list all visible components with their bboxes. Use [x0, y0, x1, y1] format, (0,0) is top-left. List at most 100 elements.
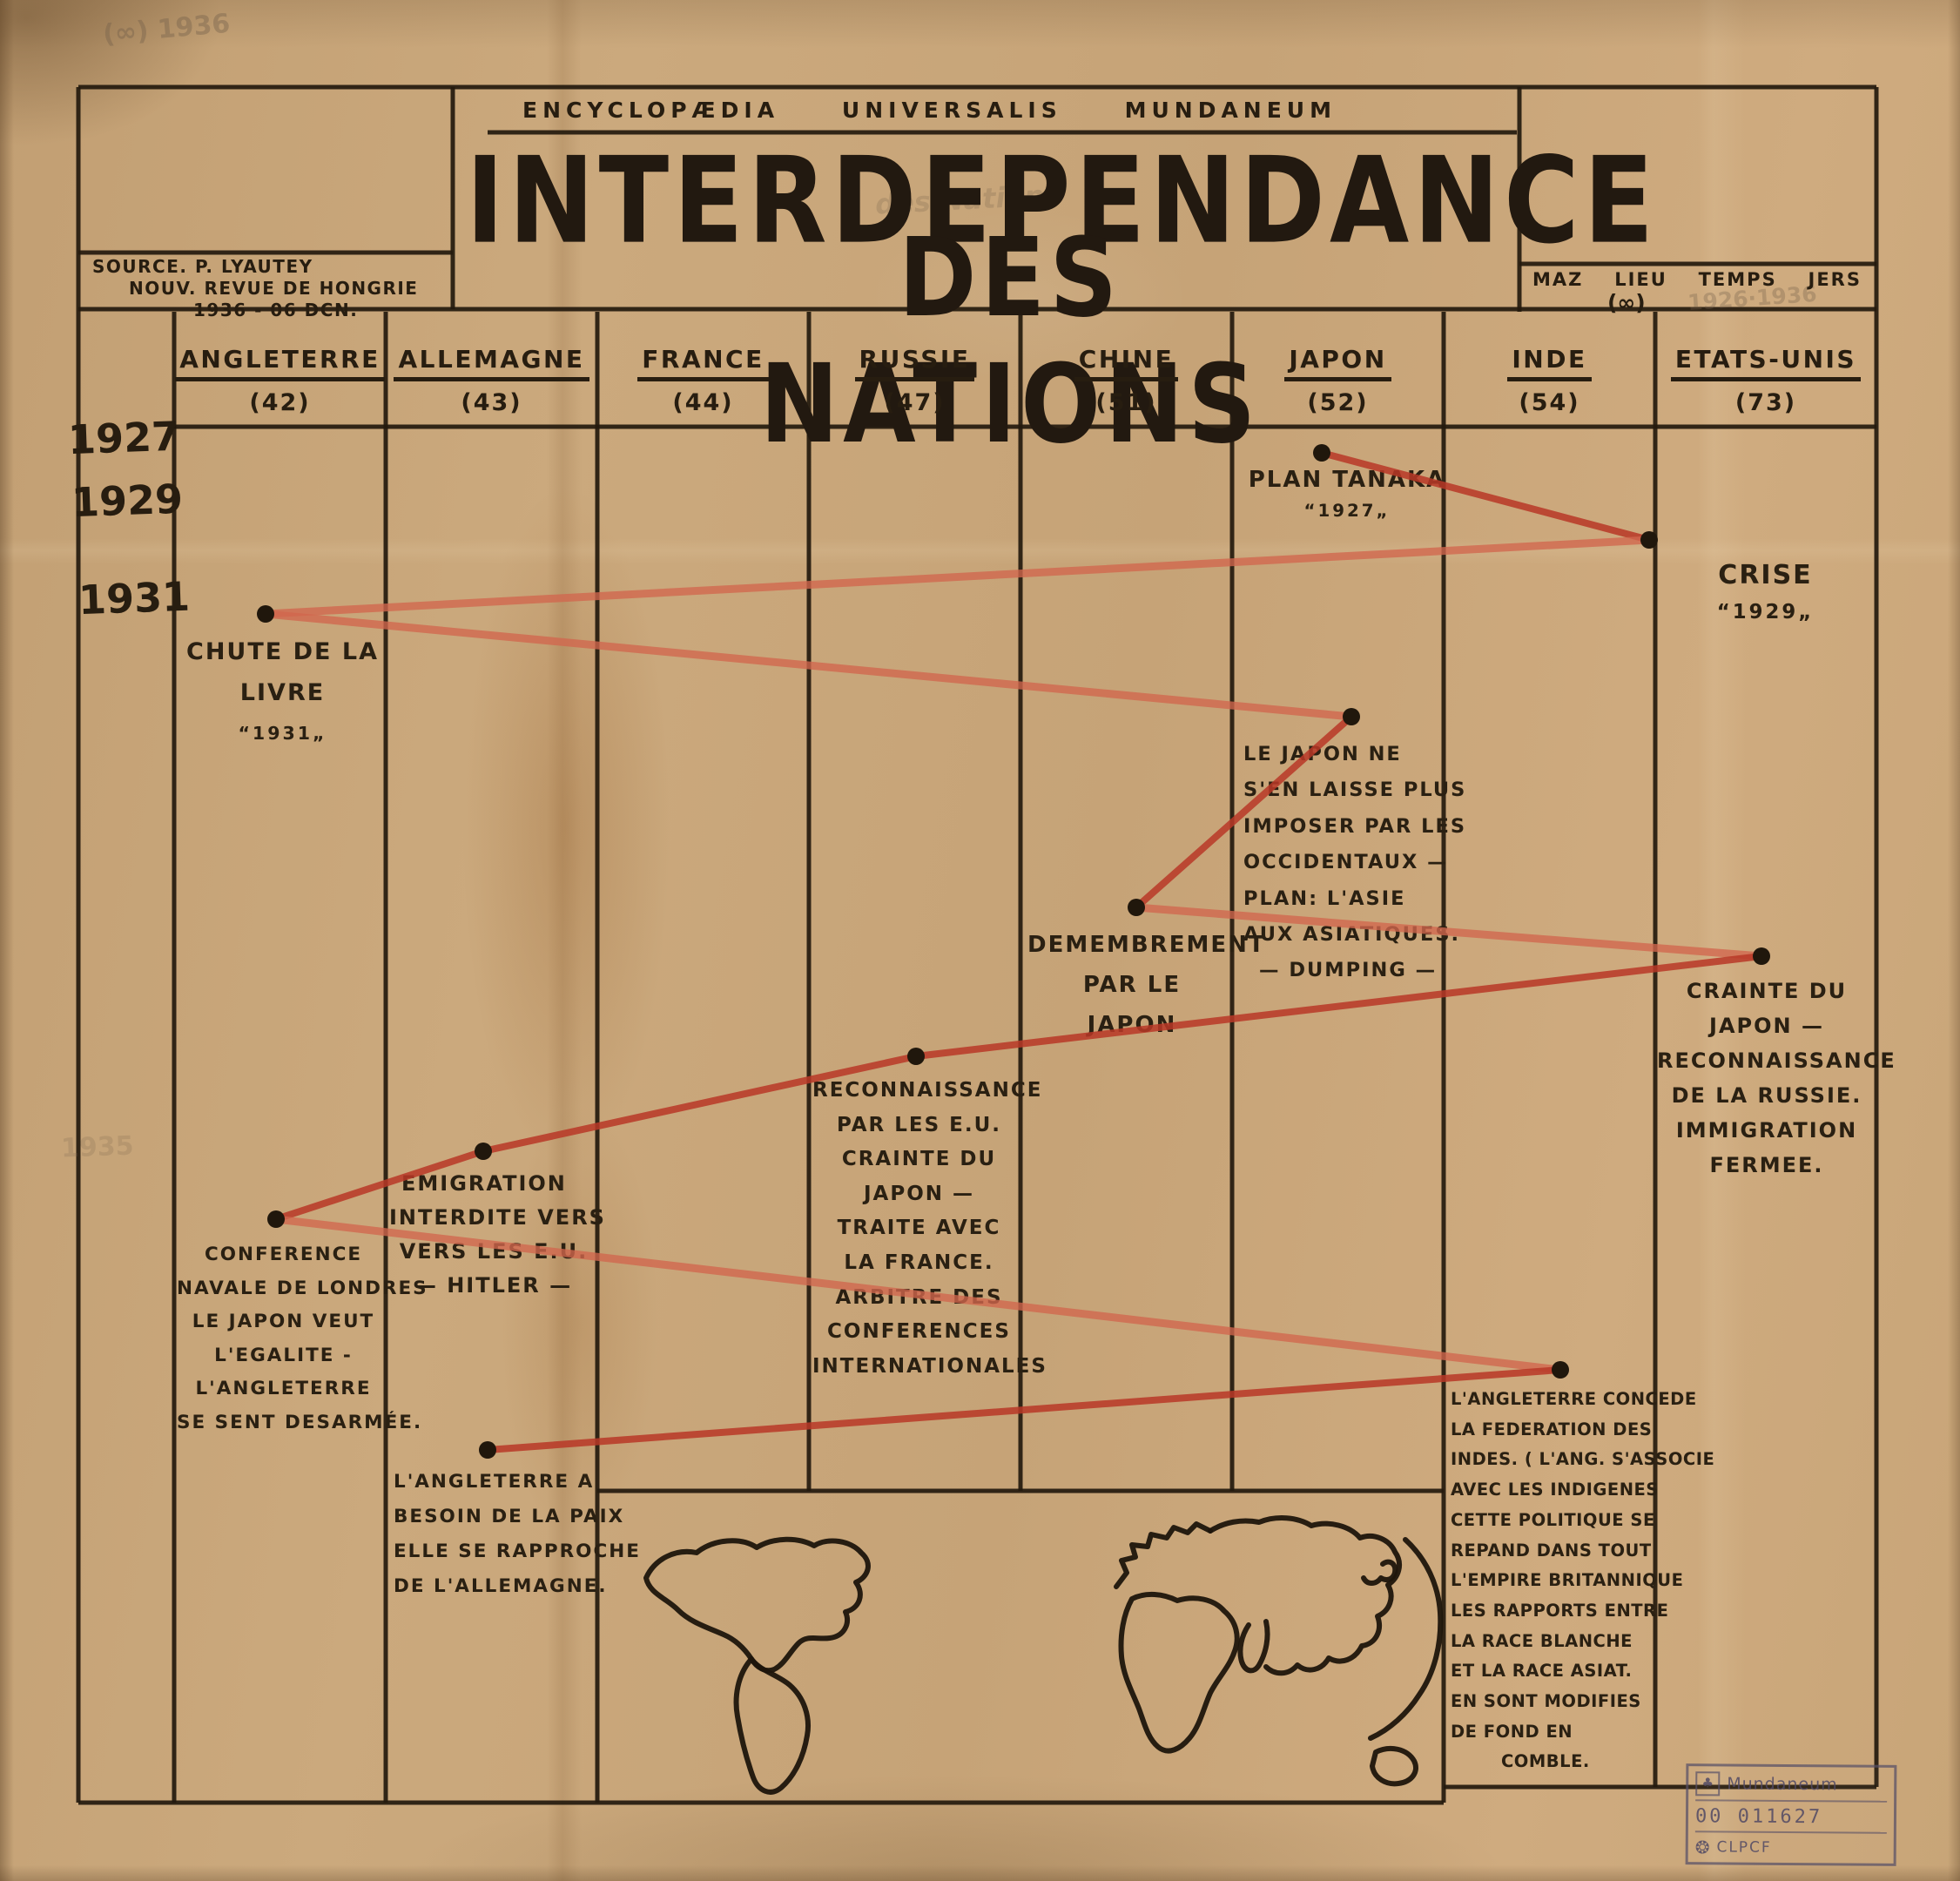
column-header-france: FRANCE (44) [597, 345, 809, 416]
event-line: LE JAPON VEUT [192, 1311, 375, 1332]
event-dot [1753, 947, 1770, 965]
event-dot [267, 1210, 285, 1228]
event-line: NAVALE DE LONDRES [177, 1277, 428, 1299]
column-name: FRANCE [637, 345, 769, 381]
year-label-1927: 1927 [67, 412, 180, 464]
stamp-tree-icon: ♣ [1695, 1771, 1721, 1797]
event-dot [257, 605, 274, 623]
event-line: L'ANGLETERRE [195, 1378, 372, 1399]
page-title-line1: INTERDEPENDANCE [466, 131, 1659, 271]
event-crainte-japon-eu: CRAINTE DU JAPON — RECONNAISSANCE DE LA … [1657, 974, 1895, 1183]
event-line: LA FRANCE. [844, 1251, 994, 1274]
event-line: DE FOND EN [1451, 1721, 1573, 1742]
event-line: IMMIGRATION [1675, 1118, 1858, 1143]
event-line: LE JAPON NE [1243, 743, 1402, 765]
source-line: SOURCE. P. LYAUTEY [92, 256, 313, 277]
column-code: (44) [672, 389, 734, 416]
event-line: PAR LE [1082, 972, 1182, 998]
event-chute-livre: CHUTE DE LA LIVRE “1931„ [176, 631, 389, 754]
column-name: ETATS-UNIS [1670, 345, 1862, 381]
column-header-inde: INDE (54) [1444, 345, 1655, 416]
supertitle: ENCYCLOPÆDIA UNIVERSALIS MUNDANEUM [522, 98, 1337, 123]
source-line: 1936 - 06 DCN. [193, 300, 359, 320]
world-map-sketch [643, 1515, 1444, 1795]
event-line: ARBITRE DES [835, 1285, 1003, 1309]
stamp-name: Mundaneum [1727, 1774, 1838, 1795]
column-code: (73) [1734, 389, 1797, 416]
event-line: JAPON [1087, 1012, 1177, 1038]
event-line: SE SENT DESARMÉE. [177, 1411, 423, 1433]
source-line: NOUV. REVUE DE HONGRIE [129, 278, 419, 299]
event-dot [1128, 899, 1145, 916]
event-line: FERMEE. [1709, 1153, 1824, 1177]
event-line: INTERNATIONALES [812, 1354, 1047, 1378]
map-east-asia-arc [1368, 1537, 1444, 1741]
event-line: AUX ASIATIQUES. [1243, 923, 1461, 947]
event-dot [1343, 708, 1360, 725]
margin-pencil-note: 1935 [60, 1130, 135, 1164]
event-line: L'ANGLETERRE CONCEDE [1451, 1389, 1697, 1409]
map-africa [1118, 1592, 1240, 1754]
column-header-chine: CHINE (51) [1020, 345, 1232, 416]
column-name: JAPON [1284, 345, 1391, 381]
event-line: L'EMPIRE BRITANNIQUE [1451, 1570, 1684, 1591]
event-federation-indes: L'ANGLETERRE CONCEDE LA FEDERATION DES I… [1451, 1385, 1715, 1777]
event-line: CRISE [1718, 560, 1813, 590]
event-line: PAR LES E.U. [836, 1113, 1002, 1136]
event-line: BESOIN DE LA PAIX [394, 1506, 625, 1527]
event-line: CONFERENCES [827, 1320, 1011, 1344]
event-japon-plan-asie: LE JAPON NE S'EN LAISSE PLUS IMPOSER PAR… [1243, 737, 1467, 989]
facet-label: LIEU [1614, 269, 1667, 290]
event-dot [475, 1143, 492, 1160]
archive-stamp: ♣ Mundaneum 00 011627 ❂ CLPCF [1685, 1763, 1897, 1866]
event-line: LA RACE BLANCHE [1451, 1630, 1633, 1651]
event-reconnaissance-russie: RECONNAISSANCE PAR LES E.U. CRAINTE DU J… [812, 1074, 1047, 1384]
event-line: INTERDITE VERS [389, 1205, 606, 1230]
facet-row: MAZ LIEU TEMPS JERS [1532, 269, 1862, 290]
column-code: (43) [461, 389, 522, 416]
event-dot [1640, 531, 1658, 549]
event-year: “1931„ [238, 723, 327, 744]
facet-label: MAZ [1532, 269, 1584, 290]
column-name: INDE [1507, 345, 1592, 381]
supertitle-word: ENCYCLOPÆDIA [522, 98, 780, 123]
event-dot [1552, 1361, 1569, 1379]
corner-pencil-note: (∞) 1936 [101, 8, 232, 51]
page-title-line2: DES NATIONS [759, 215, 1261, 468]
event-line: LA FEDERATION DES [1451, 1419, 1653, 1439]
event-year: “1927„ [1303, 501, 1391, 521]
event-line: ELLE SE RAPPROCHE [394, 1541, 641, 1562]
event-line: DEMEMBREMENT [1027, 932, 1266, 958]
event-line: LIVRE [239, 679, 326, 706]
event-line: JAPON — [1709, 1014, 1824, 1038]
event-line: VERS LES E.U. [399, 1239, 589, 1264]
supertitle-word: MUNDANEUM [1124, 98, 1337, 123]
column-name: ANGLETERRE [175, 345, 385, 381]
column-header-etats-unis: ETATS-UNIS (73) [1655, 345, 1876, 416]
map-north-america [643, 1536, 871, 1674]
event-line: EN SONT MODIFIES [1451, 1691, 1641, 1712]
event-line: — DUMPING — [1259, 959, 1438, 982]
map-europe [1114, 1521, 1213, 1589]
event-line: IMPOSER PAR LES [1243, 814, 1467, 838]
column-header-russie: RUSSIE (47) [809, 345, 1020, 416]
event-line: CETTE POLITIQUE SE [1451, 1509, 1655, 1530]
supertitle-word: UNIVERSALIS [841, 98, 1062, 123]
facet-label: JERS [1808, 269, 1862, 290]
column-code: (51) [1095, 389, 1157, 416]
source-note: SOURCE. P. LYAUTEY NOUV. REVUE DE HONGRI… [92, 256, 418, 321]
event-line: CHUTE DE LA [186, 638, 379, 665]
stamp-logo-icon: ❂ [1694, 1837, 1710, 1858]
event-line: AVEC LES INDIGENES [1451, 1480, 1659, 1500]
event-line: PLAN TANAKA [1248, 467, 1446, 493]
event-line: REPAND DANS TOUT [1451, 1540, 1652, 1561]
event-line: CRAINTE DU [1686, 979, 1848, 1003]
event-line: INDES. ( L'ANG. S'ASSOCIE [1451, 1449, 1715, 1470]
event-line: LES RAPPORTS ENTRE [1451, 1600, 1669, 1621]
event-line: PLAN: L'ASIE [1243, 887, 1406, 910]
event-line: DE L'ALLEMAGNE. [394, 1575, 608, 1597]
event-line: DE LA RUSSIE. [1671, 1083, 1862, 1108]
event-line: L'EGALITE - [214, 1344, 353, 1366]
year-label-1929: 1929 [71, 475, 184, 527]
event-year: “1929„ [1716, 601, 1815, 624]
